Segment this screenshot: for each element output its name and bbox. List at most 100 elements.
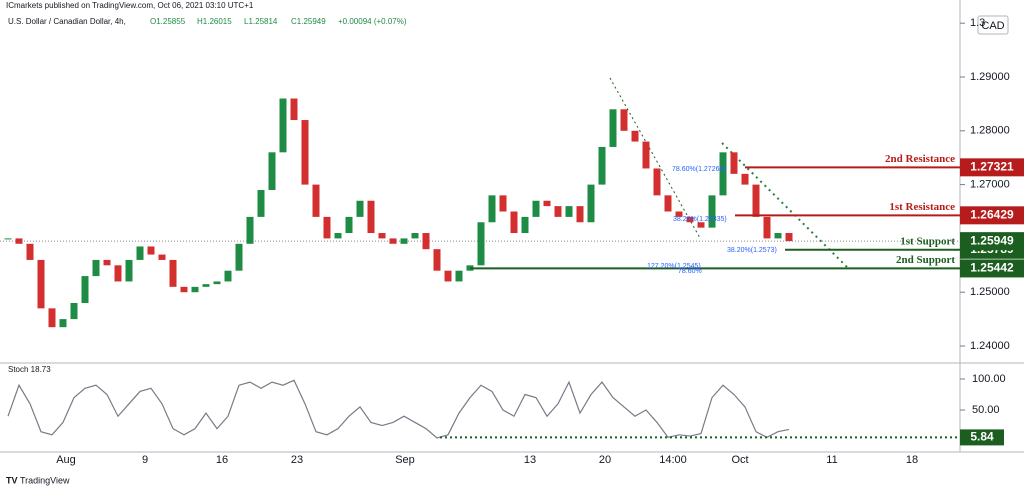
y-tick-label: 100.00 [972,373,1006,385]
currency: CAD [981,20,1004,32]
x-tick-label: 16 [216,454,228,466]
candle [4,238,12,240]
candle [268,152,276,190]
candle [224,270,232,282]
fib-label: 78.60% [678,268,702,275]
candle [697,222,705,228]
candle [763,216,771,239]
candle [521,216,529,234]
candle [554,206,562,217]
candle [114,265,122,282]
candle [642,141,650,169]
ohlc-value: C1.25949 [291,17,326,26]
candle [92,259,100,277]
x-tick-label: Aug [56,454,76,466]
level-label: 1st Resistance [889,201,955,213]
candle [125,259,133,282]
candle [290,98,298,121]
price-box-label: 1.27321 [970,160,1014,174]
fib-label: 78.60%(1.27268) [672,166,726,173]
candle [708,195,716,228]
candle [147,246,155,255]
candle [719,152,727,196]
candle [543,200,551,207]
ohlc-value: +0.00094 (+0.07%) [338,17,407,26]
candle [576,206,584,223]
indicator-title: Stoch 18.73 [8,365,51,374]
ohlc-value: L1.25814 [244,17,278,26]
candle [235,243,243,271]
price-box [960,232,1024,251]
candle [103,259,111,266]
candle [158,254,166,260]
price-box [960,429,1004,446]
candle [367,200,375,234]
x-tick-label: 14:00 [659,454,687,466]
candle [81,276,89,303]
candle [499,195,507,212]
stoch-line [7,379,790,439]
x-tick-label: Oct [731,454,748,466]
y-tick-label: 1.29000 [970,71,1010,83]
candle [422,233,430,250]
candle [59,319,67,328]
x-tick-label: 18 [906,454,918,466]
ohlc-value: O1.25855 [150,17,186,26]
candle [136,246,144,260]
y-tick-label: 1.3 [970,17,985,29]
price-box-label: 1.25442 [970,261,1014,275]
last-price-label: 1.25949 [970,233,1014,247]
level-label: 1st Support [900,235,955,247]
candle [48,308,56,328]
candle [587,184,595,223]
candle [598,146,606,185]
candle [246,216,254,244]
level-label: 2nd Resistance [885,153,955,165]
x-tick-label: 23 [291,454,303,466]
price-box [960,158,1024,177]
candle [378,233,386,239]
candle [37,259,45,309]
currency-box [977,15,1009,35]
symbol-title: U.S. Dollar / Canadian Dollar, 4h, [8,17,126,26]
candle [631,130,639,142]
candle [180,286,188,293]
candle [213,281,221,285]
y-tick-label: 1.28000 [970,125,1010,137]
candle [653,168,661,196]
candle [565,206,573,217]
candle [620,109,628,131]
y-tick-label: 1.24000 [970,340,1010,352]
x-tick-label: Sep [395,454,415,466]
candle [730,152,738,174]
candle [664,195,672,212]
candle [301,120,309,185]
candle [15,238,23,244]
candle [191,286,199,293]
price-box [960,259,1024,278]
candle [323,216,331,239]
candle [444,270,452,282]
y-tick-label: 1.25000 [970,286,1010,298]
fib-label: 127.20%(1.2545) [647,263,701,270]
candle [312,184,320,217]
candle [741,173,749,185]
candle [785,233,793,242]
candle [532,200,540,217]
candle [334,233,342,239]
candle [202,284,210,287]
candle [510,211,518,234]
candle [488,195,496,223]
y-tick-label: 1.27000 [970,179,1010,191]
candle [411,233,419,239]
x-tick-label: 13 [524,454,536,466]
candle [279,98,287,153]
y-tick-label: 50.00 [972,404,1000,416]
candle [26,243,34,260]
candle [400,238,408,244]
publisher: ICmarkets published on TradingView.com, … [6,1,254,10]
candle [609,109,617,147]
candle [389,238,397,244]
